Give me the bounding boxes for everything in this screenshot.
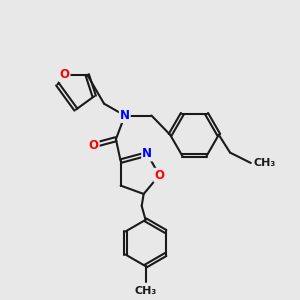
- Text: N: N: [120, 109, 130, 122]
- Text: O: O: [89, 139, 99, 152]
- Text: O: O: [60, 68, 70, 81]
- Text: CH₃: CH₃: [134, 286, 157, 296]
- Text: N: N: [142, 148, 152, 160]
- Text: CH₃: CH₃: [254, 158, 276, 168]
- Text: O: O: [154, 169, 164, 182]
